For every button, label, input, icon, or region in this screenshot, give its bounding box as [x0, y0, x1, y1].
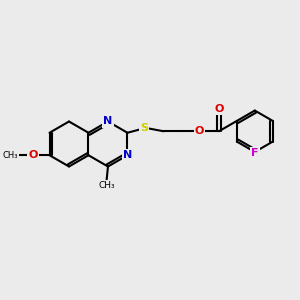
- Text: F: F: [251, 148, 259, 158]
- Text: N: N: [103, 116, 112, 127]
- Text: O: O: [214, 104, 224, 114]
- Text: O: O: [195, 126, 204, 136]
- Text: O: O: [28, 150, 38, 160]
- Text: CH₃: CH₃: [3, 151, 18, 160]
- Text: CH₃: CH₃: [98, 182, 115, 190]
- Text: S: S: [140, 123, 148, 133]
- Text: N: N: [123, 150, 132, 160]
